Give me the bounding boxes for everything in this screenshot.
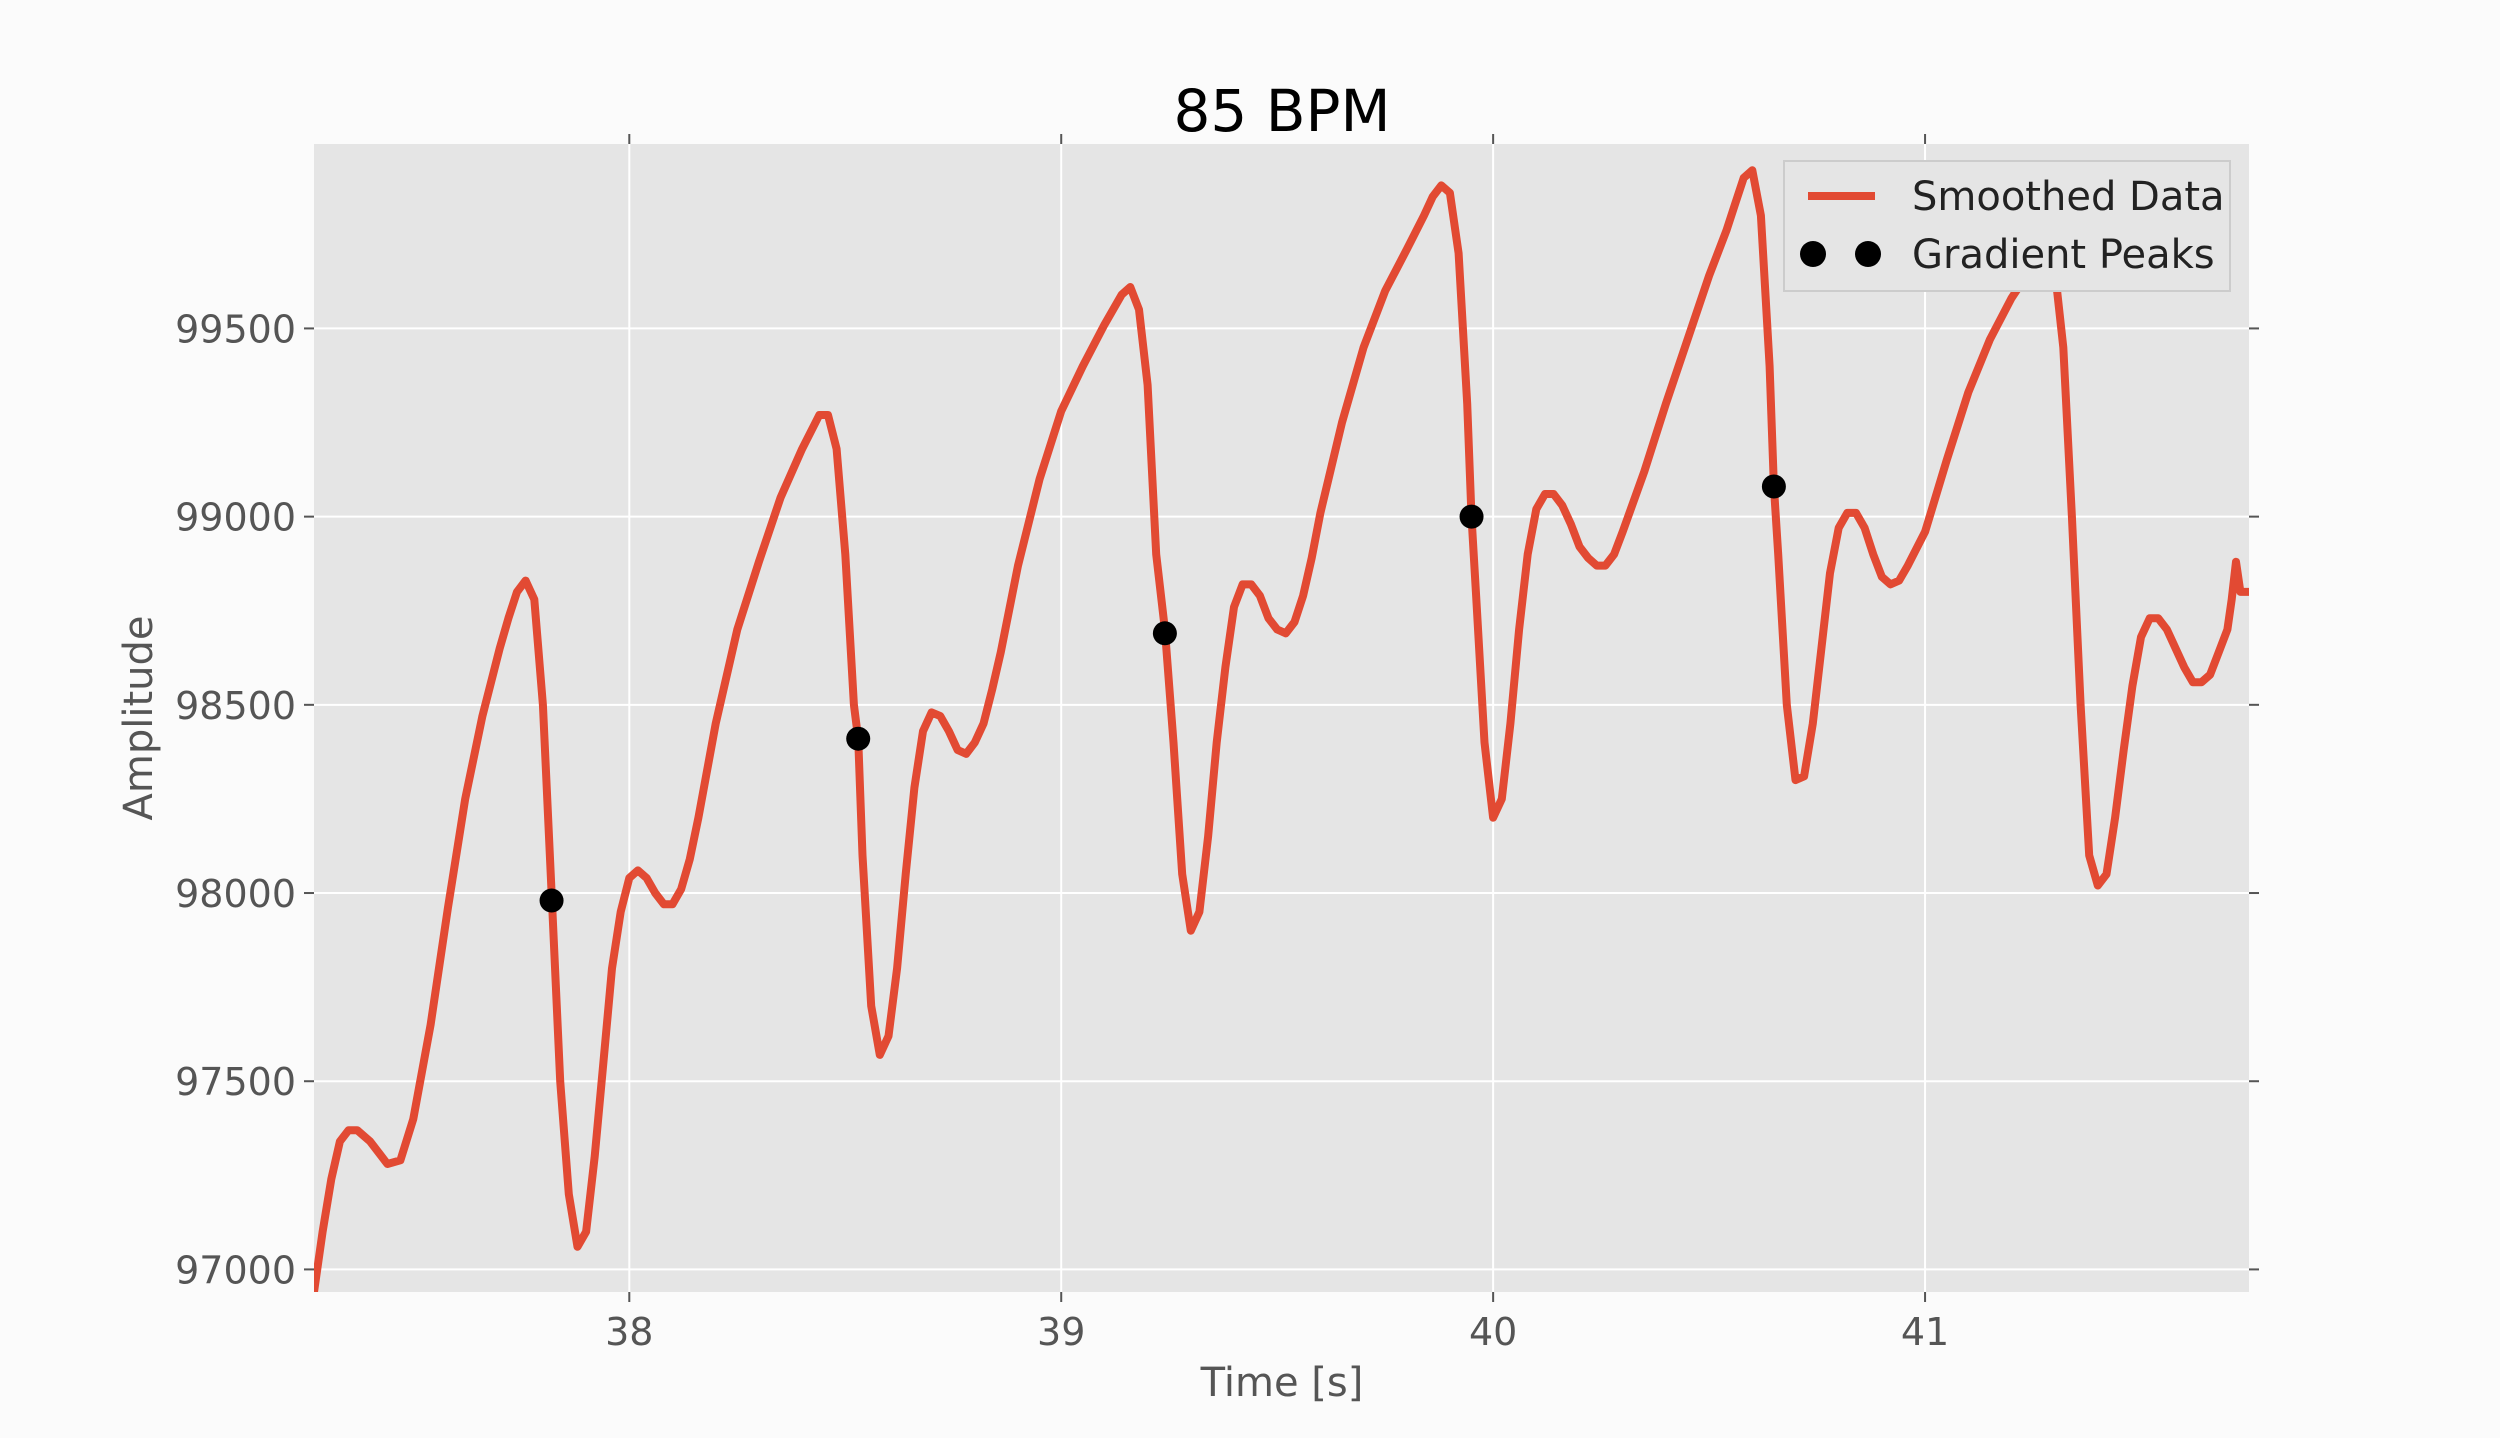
x-tick-label: 41	[1901, 1310, 1949, 1354]
x-tick-label: 39	[1037, 1310, 1085, 1354]
x-tick-label: 40	[1469, 1310, 1517, 1354]
y-tick-label: 97500	[175, 1060, 296, 1104]
legend: Smoothed Data Gradient Peaks	[1783, 160, 2231, 292]
axis-ticks	[304, 134, 2259, 1302]
gradient-peak-point	[539, 888, 564, 913]
gradient-peak-point	[1459, 504, 1484, 529]
plot-area	[314, 144, 2249, 1292]
gradient-peak-point	[1761, 474, 1786, 499]
chart-title: 85 BPM	[1173, 77, 1390, 145]
y-tick-label: 99000	[175, 496, 296, 540]
y-tick-label: 97000	[175, 1248, 296, 1292]
gradient-peak-point	[1152, 621, 1177, 646]
y-tick-labels: 97000 97500 98000 98500 99000 99500	[175, 307, 296, 1292]
y-tick-label: 98000	[175, 872, 296, 916]
x-tick-labels: 38 39 40 41	[605, 1310, 1949, 1354]
y-tick-label: 98500	[175, 684, 296, 728]
gradient-peak-point	[846, 726, 871, 751]
legend-swatch-gradient-peaks-1	[1800, 241, 1826, 267]
x-tick-label: 38	[605, 1310, 653, 1354]
legend-box	[1783, 160, 2231, 292]
legend-label-smoothed-data: Smoothed Data	[1912, 174, 2225, 220]
series-line-smoothed-data	[314, 166, 2249, 1292]
legend-swatch-gradient-peaks-2	[1855, 241, 1881, 267]
legend-label-gradient-peaks: Gradient Peaks	[1912, 232, 2215, 278]
x-axis-label: Time [s]	[1200, 1360, 1364, 1406]
y-axis-label: Amplitude	[116, 616, 162, 821]
y-tick-label: 99500	[175, 307, 296, 351]
peak-markers	[539, 474, 1786, 913]
